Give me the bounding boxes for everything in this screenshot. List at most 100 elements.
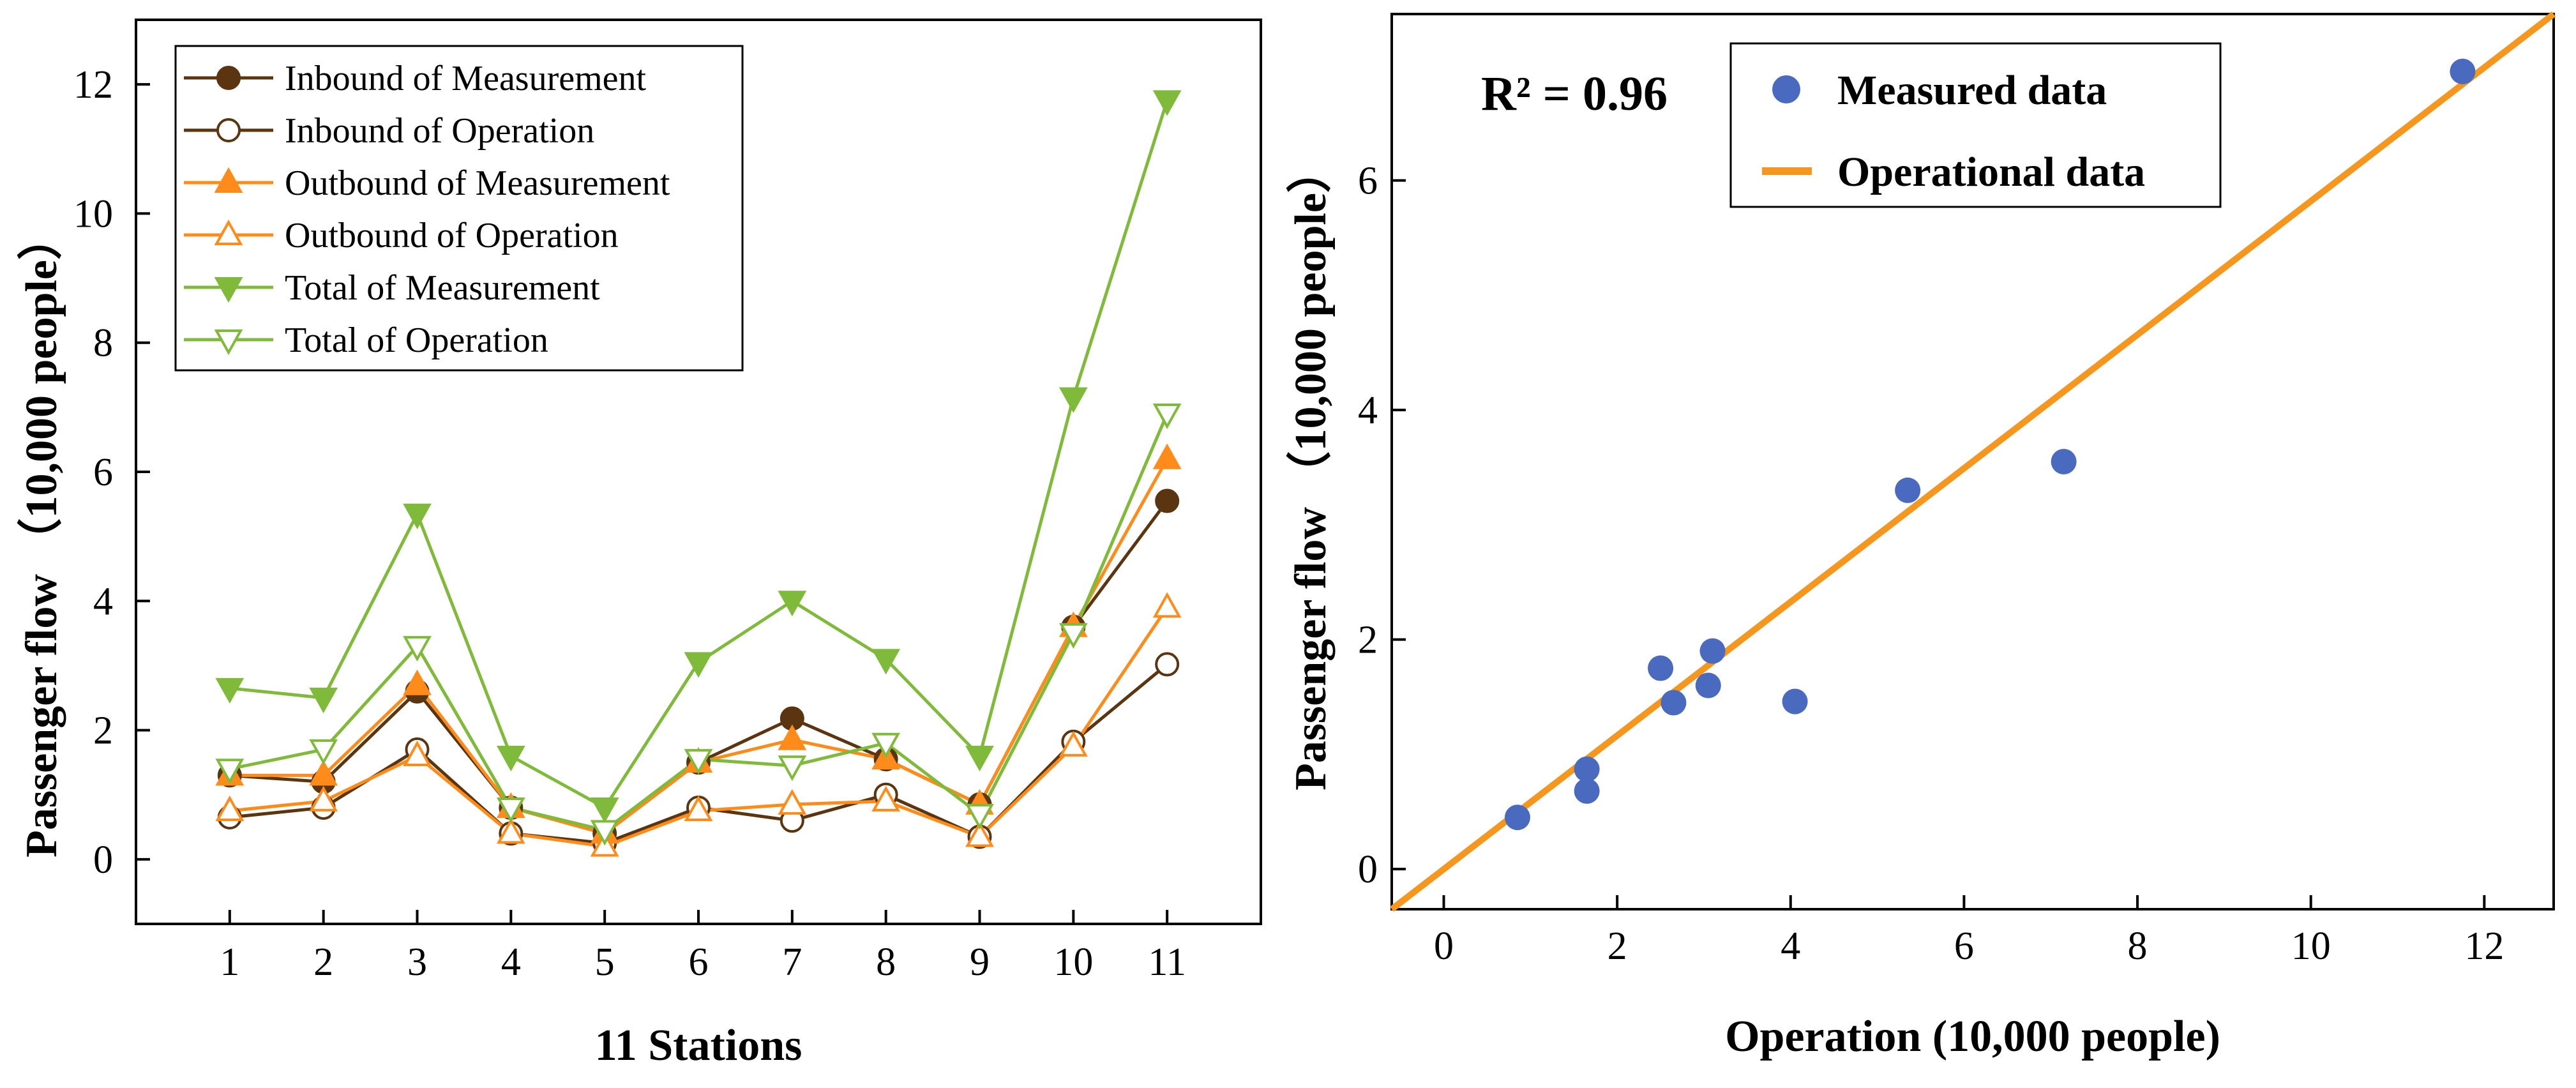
- scatter-point: [1648, 655, 1674, 681]
- line-chart-legend-box: [174, 45, 744, 372]
- data-point: [215, 677, 245, 704]
- y-tick-label: 6: [93, 451, 113, 494]
- legend-marker-measured: [1772, 75, 1800, 103]
- y-tick-label: 2: [93, 709, 113, 753]
- x-tick-label: 0: [1434, 925, 1454, 968]
- data-point: [965, 804, 994, 830]
- x-tick-label: 5: [595, 941, 615, 984]
- data-point: [590, 797, 619, 824]
- legend-marker: [214, 219, 243, 245]
- data-point: [965, 821, 994, 847]
- scatter-point: [1574, 778, 1600, 804]
- legend-marker: [214, 277, 243, 303]
- scatter-chart-ticks: 0 2 4 6 8 10 12 0 2 4 6: [1358, 160, 2504, 968]
- data-point: [684, 795, 713, 821]
- legend-label: Outbound of Operation: [285, 216, 619, 255]
- x-tick-label: 10: [2291, 925, 2331, 968]
- x-tick-label: 3: [407, 941, 427, 984]
- x-tick-label: 9: [970, 941, 990, 984]
- line-chart-x-axis-title: 11 Stations: [595, 1021, 802, 1070]
- scatter-point: [1895, 477, 1921, 503]
- data-point: [215, 759, 245, 785]
- y-tick-label: 2: [1358, 619, 1378, 662]
- y-tick-label: 8: [93, 322, 113, 365]
- scatter-chart: 0 2 4 6 8 10 12 0 2 4 6 R² = 0.96 Measured data Ope…: [1286, 11, 2556, 1061]
- data-point: [778, 724, 807, 750]
- data-point: [684, 749, 713, 775]
- data-point: [778, 591, 807, 617]
- data-point: [309, 785, 338, 812]
- y-tick-label: 10: [73, 192, 113, 236]
- scatter-chart-x-axis-title: Operation (10,000 people): [1725, 1012, 2220, 1061]
- legend-label-operational: Operational data: [1837, 149, 2145, 195]
- x-tick-label: 8: [2128, 925, 2148, 968]
- data-point: [871, 649, 901, 675]
- scatter-chart-legend: Measured data Operational data: [1729, 42, 2222, 208]
- legend-marker: [214, 329, 243, 356]
- scatter-point: [2450, 58, 2476, 84]
- data-point: [965, 746, 994, 772]
- data-point: [403, 636, 432, 662]
- legend-marker: [214, 167, 243, 193]
- legend-label: Inbound of Operation: [285, 111, 594, 151]
- legend-label: Total of Operation: [285, 321, 548, 360]
- scatter-chart-series: [1389, 11, 2556, 912]
- x-tick-label: 11: [1148, 941, 1186, 984]
- data-point: [871, 732, 901, 759]
- x-tick-label: 10: [1053, 941, 1093, 984]
- y-tick-label: 0: [93, 838, 113, 882]
- y-tick-label: 6: [1358, 160, 1378, 203]
- scatter-point: [2051, 449, 2077, 474]
- y-tick-label: 0: [1358, 848, 1378, 891]
- x-tick-label: 4: [501, 941, 521, 984]
- data-point: [309, 688, 338, 714]
- data-point: [1058, 387, 1088, 413]
- data-point: [778, 755, 807, 782]
- data-point: [309, 739, 338, 766]
- data-point: [871, 785, 901, 812]
- data-point: [403, 740, 432, 767]
- y-tick-label: 12: [73, 63, 113, 107]
- legend-label: Outbound of Measurement: [285, 163, 670, 203]
- scatter-point: [1782, 688, 1808, 714]
- data-point: [1152, 443, 1182, 469]
- line-chart-legend: Inbound of Measurement Inbound of Operati…: [174, 45, 744, 372]
- x-tick-label: 4: [1781, 925, 1800, 968]
- line-chart-y-axis-title: Passenger flow （10,000 people）: [17, 215, 66, 858]
- scatter-chart-legend-box: [1729, 42, 2222, 208]
- y-tick-label: 4: [1358, 389, 1378, 432]
- x-tick-label: 6: [1954, 925, 1974, 968]
- r-squared-annotation: R² = 0.96: [1481, 67, 1668, 121]
- scatter-point: [1695, 672, 1721, 699]
- scatter-chart-y-axis-title: Passenger flow （10,000 people）: [1286, 148, 1336, 790]
- x-tick-label: 2: [1608, 925, 1627, 968]
- scatter-point: [1574, 756, 1600, 782]
- data-point: [215, 795, 245, 821]
- line-chart-series: [215, 90, 1182, 857]
- data-point: [1058, 623, 1088, 649]
- y-tick-label: 4: [93, 580, 113, 623]
- data-point: [1152, 592, 1182, 618]
- scatter-point: [1699, 638, 1726, 664]
- x-tick-label: 2: [313, 941, 333, 984]
- data-point: [496, 818, 525, 844]
- x-tick-label: 6: [689, 941, 709, 984]
- x-tick-label: 7: [782, 941, 802, 984]
- x-tick-label: 12: [2464, 925, 2504, 968]
- legend-marker: [216, 118, 241, 142]
- scatter-point: [1504, 805, 1530, 831]
- data-point: [1155, 652, 1180, 677]
- data-point: [590, 820, 619, 846]
- data-point: [403, 503, 432, 529]
- scatter-chart-frame: [1390, 13, 2555, 910]
- data-point: [1152, 90, 1182, 116]
- x-tick-label: 1: [220, 941, 239, 984]
- scatter-point: [1661, 690, 1687, 716]
- data-point: [1152, 403, 1182, 430]
- data-point: [309, 760, 338, 786]
- legend-label: Total of Measurement: [285, 268, 600, 308]
- data-point: [1155, 488, 1180, 513]
- data-point: [684, 652, 713, 678]
